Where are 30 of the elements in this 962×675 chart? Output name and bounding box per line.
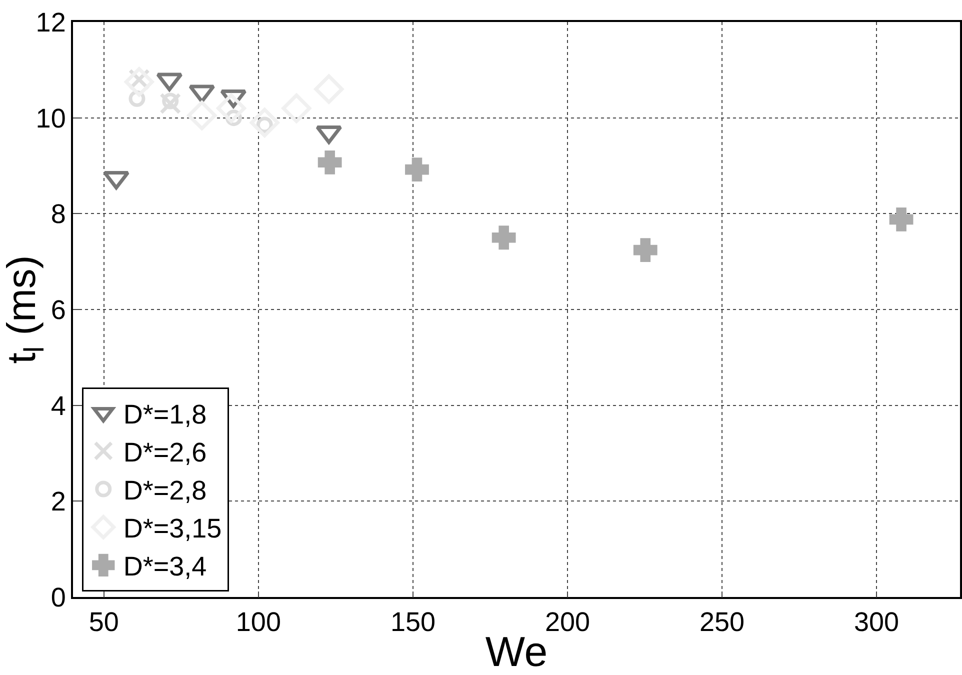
y-tick-label: 12 <box>36 7 66 38</box>
point <box>187 100 217 130</box>
x-tick-label: 50 <box>88 607 119 638</box>
x-tick-label: 300 <box>854 607 900 638</box>
x-tick-label: 100 <box>236 607 281 638</box>
point <box>282 94 312 123</box>
point <box>160 92 182 114</box>
point <box>162 92 179 110</box>
point <box>216 94 246 123</box>
point <box>318 150 342 174</box>
y-tick-label: 10 <box>36 103 66 134</box>
point <box>633 238 658 262</box>
legend-label: D*=2,6 <box>123 437 207 468</box>
x-tick-label: 250 <box>699 607 745 638</box>
legend-label: D*=3,15 <box>123 514 222 544</box>
legend-label: D*=1,8 <box>123 399 207 430</box>
legend-label: D*=2,8 <box>123 476 207 506</box>
y-tick-label: 2 <box>50 486 66 517</box>
point <box>492 226 516 250</box>
point <box>250 108 280 138</box>
x-tick-label: 200 <box>544 607 590 638</box>
legend-label: D*=3,4 <box>123 552 207 582</box>
x-tick-label: 150 <box>390 607 436 638</box>
y-tick-label: 8 <box>50 199 66 230</box>
point <box>124 67 154 97</box>
y-tick-label: 6 <box>50 294 66 325</box>
y-tick-label: 4 <box>50 390 66 421</box>
y-tick-label: 0 <box>50 582 66 612</box>
point <box>889 207 914 232</box>
point <box>405 158 429 182</box>
